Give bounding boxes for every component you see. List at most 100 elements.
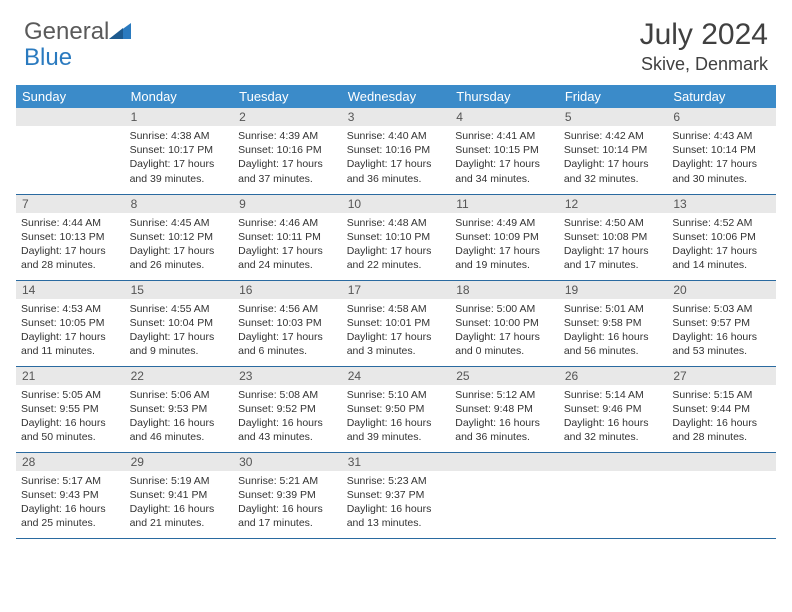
empty-day-number (16, 108, 125, 126)
daylight-line1: Daylight: 17 hours (455, 244, 554, 258)
sunset-line: Sunset: 9:50 PM (347, 402, 446, 416)
calendar-cell: 14 Sunrise: 4:53 AMSunset: 10:05 PMDaylig… (16, 280, 125, 366)
day-header: Friday (559, 85, 668, 108)
day-number: 12 (559, 195, 668, 213)
empty-day-number (450, 453, 559, 471)
daylight-line2: and 22 minutes. (347, 258, 446, 272)
daylight-line2: and 32 minutes. (564, 430, 663, 444)
day-number: 25 (450, 367, 559, 385)
sunrise-line: Sunrise: 4:53 AM (21, 302, 120, 316)
day-number: 20 (667, 281, 776, 299)
day-data: Sunrise: 4:44 AMSunset: 10:13 PMDaylight… (16, 213, 125, 276)
calendar-cell: 19Sunrise: 5:01 AMSunset: 9:58 PMDayligh… (559, 280, 668, 366)
calendar-cell: 6Sunrise: 4:43 AMSunset: 10:14 PMDayligh… (667, 108, 776, 194)
day-number: 7 (16, 195, 125, 213)
sunset-line: Sunset: 10:08 PM (564, 230, 663, 244)
day-data: Sunrise: 5:10 AMSunset: 9:50 PMDaylight:… (342, 385, 451, 448)
daylight-line1: Daylight: 17 hours (455, 157, 554, 171)
calendar-cell: 28Sunrise: 5:17 AMSunset: 9:43 PMDayligh… (16, 452, 125, 538)
daylight-line1: Daylight: 16 hours (564, 416, 663, 430)
calendar-cell: 29Sunrise: 5:19 AMSunset: 9:41 PMDayligh… (125, 452, 234, 538)
sunset-line: Sunset: 10:00 PM (455, 316, 554, 330)
daylight-line2: and 3 minutes. (347, 344, 446, 358)
logo-text-general: General (24, 18, 109, 46)
day-number: 15 (125, 281, 234, 299)
sunset-line: Sunset: 9:43 PM (21, 488, 120, 502)
daylight-line2: and 53 minutes. (672, 344, 771, 358)
calendar-cell: 7Sunrise: 4:44 AMSunset: 10:13 PMDayligh… (16, 194, 125, 280)
daylight-line2: and 32 minutes. (564, 172, 663, 186)
daylight-line2: and 28 minutes. (21, 258, 120, 272)
calendar-cell: 9Sunrise: 4:46 AMSunset: 10:11 PMDayligh… (233, 194, 342, 280)
calendar-table: SundayMondayTuesdayWednesdayThursdayFrid… (16, 85, 776, 539)
day-data: Sunrise: 4:45 AMSunset: 10:12 PMDaylight… (125, 213, 234, 276)
day-data: Sunrise: 5:00 AMSunset: 10:00 PMDaylight… (450, 299, 559, 362)
calendar-cell: 15Sunrise: 4:55 AMSunset: 10:04 PMDaylig… (125, 280, 234, 366)
month-title: July 2024 (640, 18, 768, 52)
day-data: Sunrise: 4:49 AMSunset: 10:09 PMDaylight… (450, 213, 559, 276)
sunrise-line: Sunrise: 5:05 AM (21, 388, 120, 402)
sunset-line: Sunset: 10:06 PM (672, 230, 771, 244)
day-number: 28 (16, 453, 125, 471)
calendar-cell (450, 452, 559, 538)
daylight-line1: Daylight: 17 hours (455, 330, 554, 344)
day-number: 18 (450, 281, 559, 299)
day-header: Tuesday (233, 85, 342, 108)
calendar-cell: 25Sunrise: 5:12 AMSunset: 9:48 PMDayligh… (450, 366, 559, 452)
sunset-line: Sunset: 9:57 PM (672, 316, 771, 330)
day-number: 22 (125, 367, 234, 385)
daylight-line1: Daylight: 17 hours (347, 330, 446, 344)
day-data: Sunrise: 4:41 AMSunset: 10:15 PMDaylight… (450, 126, 559, 189)
day-number: 16 (233, 281, 342, 299)
day-number: 13 (667, 195, 776, 213)
calendar-cell: 31Sunrise: 5:23 AMSunset: 9:37 PMDayligh… (342, 452, 451, 538)
daylight-line1: Daylight: 17 hours (347, 157, 446, 171)
sunrise-line: Sunrise: 4:43 AM (672, 129, 771, 143)
day-data: Sunrise: 4:56 AMSunset: 10:03 PMDaylight… (233, 299, 342, 362)
calendar-cell (559, 452, 668, 538)
day-number: 6 (667, 108, 776, 126)
day-data: Sunrise: 4:46 AMSunset: 10:11 PMDaylight… (233, 213, 342, 276)
day-number: 17 (342, 281, 451, 299)
day-header: Thursday (450, 85, 559, 108)
sunrise-line: Sunrise: 5:14 AM (564, 388, 663, 402)
calendar-cell (667, 452, 776, 538)
day-data: Sunrise: 5:06 AMSunset: 9:53 PMDaylight:… (125, 385, 234, 448)
sunrise-line: Sunrise: 4:49 AM (455, 216, 554, 230)
sunset-line: Sunset: 10:01 PM (347, 316, 446, 330)
sunrise-line: Sunrise: 4:55 AM (130, 302, 229, 316)
day-number: 23 (233, 367, 342, 385)
day-header: Monday (125, 85, 234, 108)
logo-blue-row: Blue (24, 44, 72, 72)
daylight-line2: and 24 minutes. (238, 258, 337, 272)
sunrise-line: Sunrise: 5:06 AM (130, 388, 229, 402)
sunset-line: Sunset: 9:37 PM (347, 488, 446, 502)
day-number: 14 (16, 281, 125, 299)
sunset-line: Sunset: 10:09 PM (455, 230, 554, 244)
day-data: Sunrise: 4:50 AMSunset: 10:08 PMDaylight… (559, 213, 668, 276)
sunset-line: Sunset: 10:05 PM (21, 316, 120, 330)
calendar-cell: 16Sunrise: 4:56 AMSunset: 10:03 PMDaylig… (233, 280, 342, 366)
daylight-line2: and 26 minutes. (130, 258, 229, 272)
calendar-week-row: 14Sunrise: 4:53 AMSunset: 10:05 PMDaylig… (16, 280, 776, 366)
daylight-line2: and 11 minutes. (21, 344, 120, 358)
daylight-line1: Daylight: 16 hours (238, 416, 337, 430)
sunrise-line: Sunrise: 4:48 AM (347, 216, 446, 230)
day-number: 31 (342, 453, 451, 471)
logo-arrow-icon (109, 23, 131, 44)
daylight-line1: Daylight: 17 hours (21, 330, 120, 344)
day-number: 21 (16, 367, 125, 385)
empty-day-number (667, 453, 776, 471)
daylight-line1: Daylight: 17 hours (238, 244, 337, 258)
daylight-line2: and 21 minutes. (130, 516, 229, 530)
day-data: Sunrise: 4:43 AMSunset: 10:14 PMDaylight… (667, 126, 776, 189)
daylight-line2: and 39 minutes. (130, 172, 229, 186)
sunset-line: Sunset: 10:16 PM (238, 143, 337, 157)
daylight-line2: and 17 minutes. (238, 516, 337, 530)
day-data: Sunrise: 5:03 AMSunset: 9:57 PMDaylight:… (667, 299, 776, 362)
calendar-cell: 1Sunrise: 4:38 AMSunset: 10:17 PMDayligh… (125, 108, 234, 194)
day-header: Sunday (16, 85, 125, 108)
daylight-line1: Daylight: 17 hours (347, 244, 446, 258)
calendar-week-row: 28Sunrise: 5:17 AMSunset: 9:43 PMDayligh… (16, 452, 776, 538)
daylight-line1: Daylight: 17 hours (564, 244, 663, 258)
